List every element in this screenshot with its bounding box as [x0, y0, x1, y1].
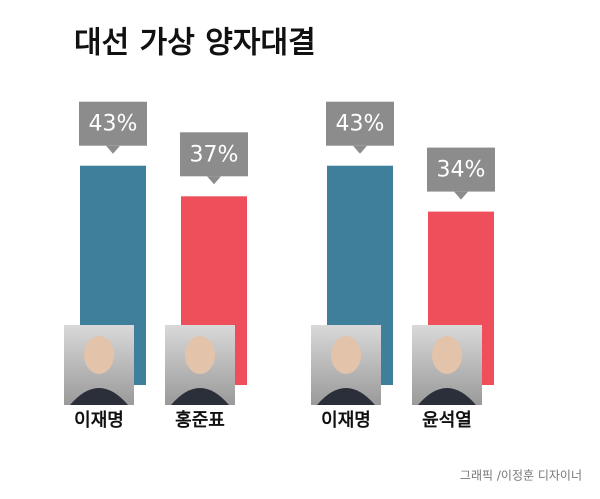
- photo-suit: [317, 388, 375, 405]
- value-label-box: [180, 132, 248, 177]
- photo-face: [432, 336, 462, 374]
- value-label-pointer: [454, 191, 468, 200]
- photo-suit: [70, 388, 128, 405]
- photo-suit: [171, 388, 229, 405]
- value-label-pointer: [106, 145, 120, 154]
- photo-face: [331, 336, 361, 374]
- candidate-name: 윤석열: [422, 410, 472, 431]
- photo-suit: [418, 388, 476, 405]
- value-label-box: [79, 101, 147, 146]
- candidate-name: 이재명: [321, 410, 371, 431]
- value-label-pointer: [207, 176, 221, 185]
- value-label-box: [326, 101, 394, 146]
- candidate-name: 홍준표: [175, 409, 225, 431]
- photo-face: [84, 336, 114, 374]
- value-label-box: [427, 147, 495, 192]
- chart-title: 대선 가상 양자대결: [74, 26, 316, 61]
- value-label: 34%: [437, 158, 486, 183]
- credit: 그래픽 /이정훈 디자이너: [460, 469, 582, 483]
- value-label: 43%: [336, 112, 385, 137]
- value-label: 43%: [89, 112, 138, 137]
- candidate-name: 이재명: [74, 410, 124, 431]
- photo-face: [185, 336, 215, 374]
- value-label-pointer: [353, 145, 367, 154]
- value-label: 37%: [190, 142, 239, 167]
